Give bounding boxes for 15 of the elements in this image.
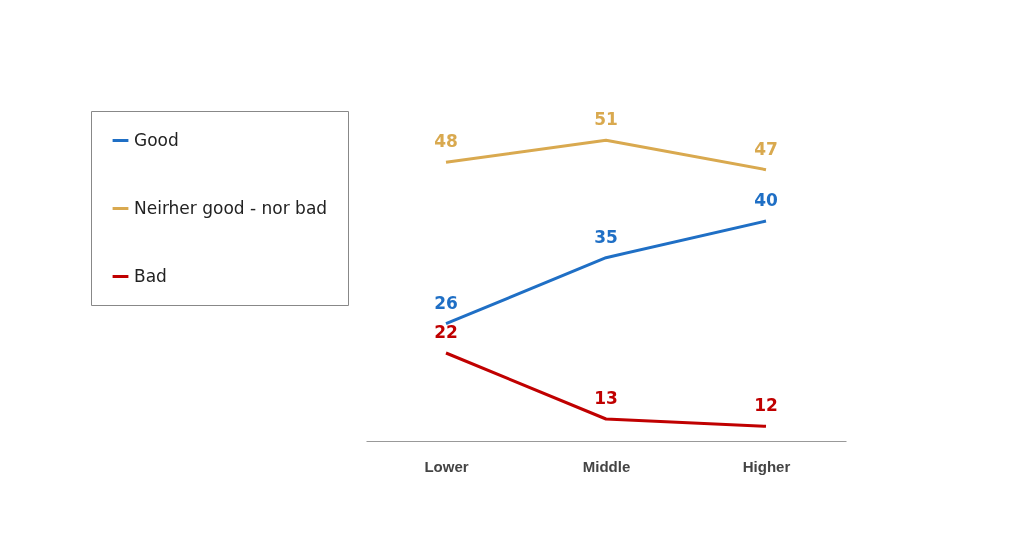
x-tick-label: Lower (424, 457, 469, 475)
data-label: 47 (754, 138, 778, 159)
data-label: 26 (434, 292, 458, 313)
data-label: 48 (434, 131, 458, 152)
x-tick-label: Middle (582, 457, 631, 475)
x-tick-label: Higher (742, 457, 791, 475)
data-label: 40 (754, 190, 778, 210)
data-label: 51 (594, 109, 618, 130)
legend-label: Good (134, 129, 179, 150)
data-label: 22 (434, 322, 458, 342)
legend-label: Neirher good - nor bad (134, 197, 328, 218)
data-label: 12 (754, 395, 778, 416)
data-label: 35 (594, 226, 618, 247)
data-label: 13 (594, 388, 618, 408)
legend-label: Bad (134, 265, 167, 286)
